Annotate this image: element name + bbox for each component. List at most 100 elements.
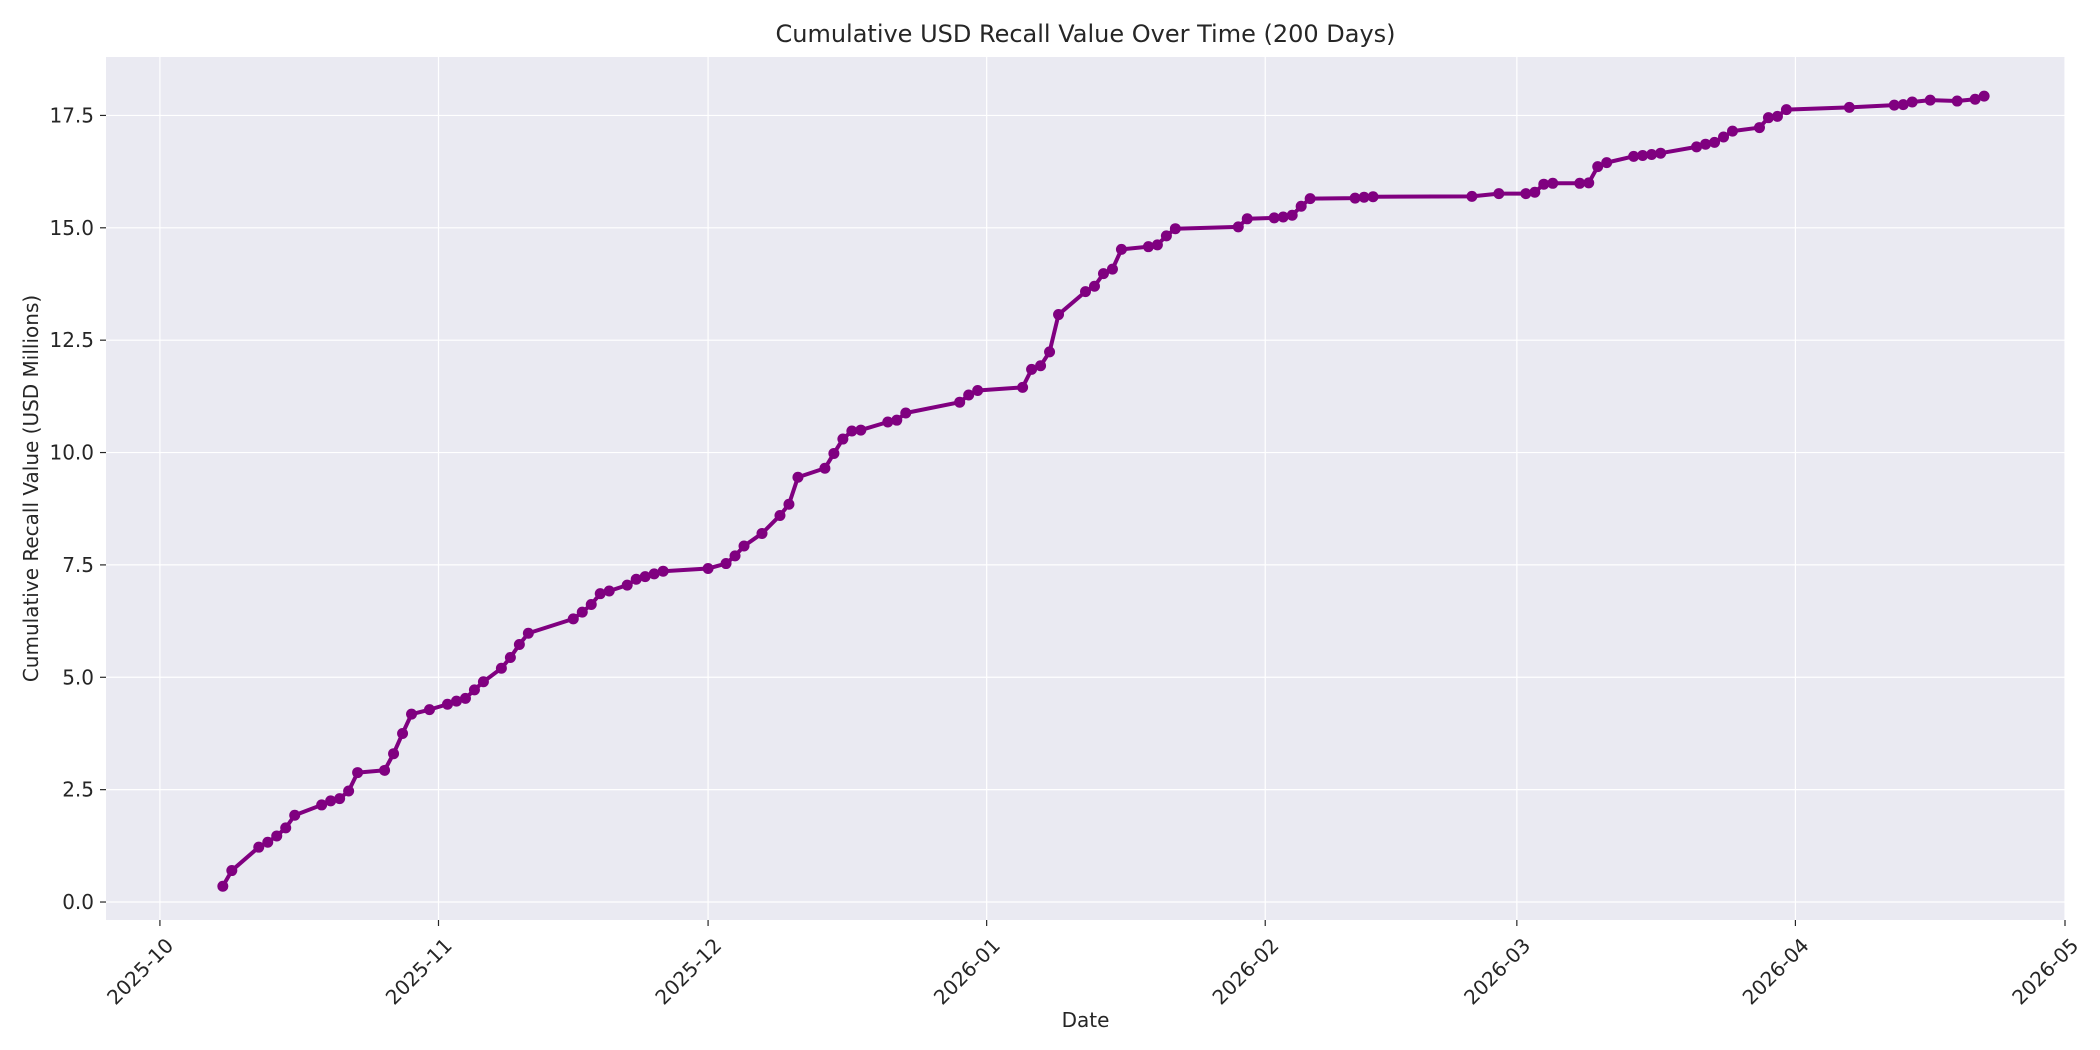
x-tick-label: 2026-02 (1207, 933, 1283, 1009)
data-point (253, 841, 265, 853)
x-tick-label: 2025-11 (381, 933, 457, 1009)
data-point (792, 471, 804, 483)
y-tick-label: 12.5 (49, 328, 94, 352)
x-tick-label: 2025-10 (102, 933, 178, 1009)
y-tick-label: 15.0 (49, 216, 94, 240)
y-tick-label: 5.0 (62, 665, 94, 689)
data-point (513, 638, 525, 650)
data-point (855, 424, 867, 436)
data-point (343, 785, 355, 797)
data-point (738, 540, 750, 552)
data-point (1628, 150, 1640, 162)
data-point (1493, 188, 1505, 200)
data-point (1655, 147, 1667, 159)
data-point (352, 767, 364, 779)
data-point (1286, 209, 1298, 221)
data-point (1718, 131, 1730, 143)
data-point (424, 704, 435, 716)
data-point (262, 836, 274, 848)
data-point (972, 385, 984, 397)
data-point (1277, 211, 1289, 223)
x-tick-label: 2026-04 (1738, 933, 1814, 1009)
x-tick-label: 2026-01 (929, 933, 1005, 1009)
data-point (1466, 190, 1478, 202)
x-axis-ticks: 2025-10 2025-11 2025-12 2026-01 2026-02 2026-… (102, 920, 2083, 1009)
data-point (603, 585, 615, 597)
data-point (226, 865, 238, 877)
data-point (1637, 149, 1649, 161)
data-point (819, 462, 831, 474)
data-point (1026, 363, 1038, 375)
data-point (1646, 149, 1658, 161)
data-point (477, 676, 489, 688)
data-point (1169, 223, 1181, 235)
data-point (406, 708, 418, 720)
data-point (1035, 360, 1047, 372)
data-point (828, 447, 840, 459)
data-point (522, 627, 534, 639)
data-point (1367, 191, 1379, 203)
data-point (504, 652, 516, 663)
data-point (963, 389, 975, 401)
data-point (316, 799, 328, 811)
data-point (1583, 177, 1595, 189)
data-point (379, 764, 391, 776)
data-point (720, 558, 732, 570)
data-point (1358, 191, 1370, 203)
data-point (1547, 177, 1559, 189)
data-point (1044, 346, 1056, 358)
x-tick-label: 2025-12 (650, 933, 726, 1009)
data-point (1349, 192, 1361, 204)
data-point (1241, 213, 1253, 225)
data-point (1843, 101, 1855, 113)
data-point (1088, 280, 1100, 292)
data-point (1151, 239, 1163, 251)
data-point (271, 830, 283, 842)
data-point (594, 588, 606, 600)
data-point (1924, 94, 1936, 106)
data-point (450, 695, 462, 707)
grid-layer (106, 57, 2066, 920)
chart-title: Cumulative USD Recall Value Over Time (2… (775, 20, 1395, 48)
data-point (900, 407, 912, 419)
data-point (1753, 122, 1765, 134)
data-point (756, 527, 768, 539)
data-point (1762, 112, 1774, 124)
data-point (891, 414, 903, 426)
data-point (334, 793, 346, 805)
data-point (1969, 93, 1981, 105)
data-point (1897, 99, 1909, 111)
data-point (1592, 161, 1604, 173)
series-layer (217, 90, 1990, 892)
data-point (1780, 104, 1792, 116)
data-point (1115, 243, 1127, 255)
data-point (1053, 309, 1065, 321)
data-point (567, 613, 579, 625)
data-point (1232, 221, 1244, 233)
y-tick-label: 10.0 (49, 441, 94, 465)
data-point (639, 571, 651, 583)
data-point (1160, 230, 1172, 242)
data-point (1771, 110, 1783, 122)
x-tick-label: 2026-05 (2007, 933, 2083, 1009)
data-point (441, 698, 453, 710)
data-point (1080, 286, 1091, 298)
data-point (495, 662, 507, 674)
data-point (1538, 178, 1550, 190)
data-point (648, 568, 660, 580)
data-point (1142, 241, 1154, 253)
data-point (1529, 186, 1541, 198)
data-point (1709, 136, 1721, 148)
data-point (1700, 138, 1712, 150)
data-point (325, 795, 337, 807)
data-point (1951, 95, 1963, 107)
data-point (1691, 141, 1703, 153)
data-point (657, 565, 669, 577)
y-tick-label: 17.5 (49, 103, 94, 127)
y-tick-label: 2.5 (62, 778, 94, 802)
data-point (1520, 188, 1532, 200)
data-point (837, 433, 849, 445)
data-point (397, 727, 409, 739)
